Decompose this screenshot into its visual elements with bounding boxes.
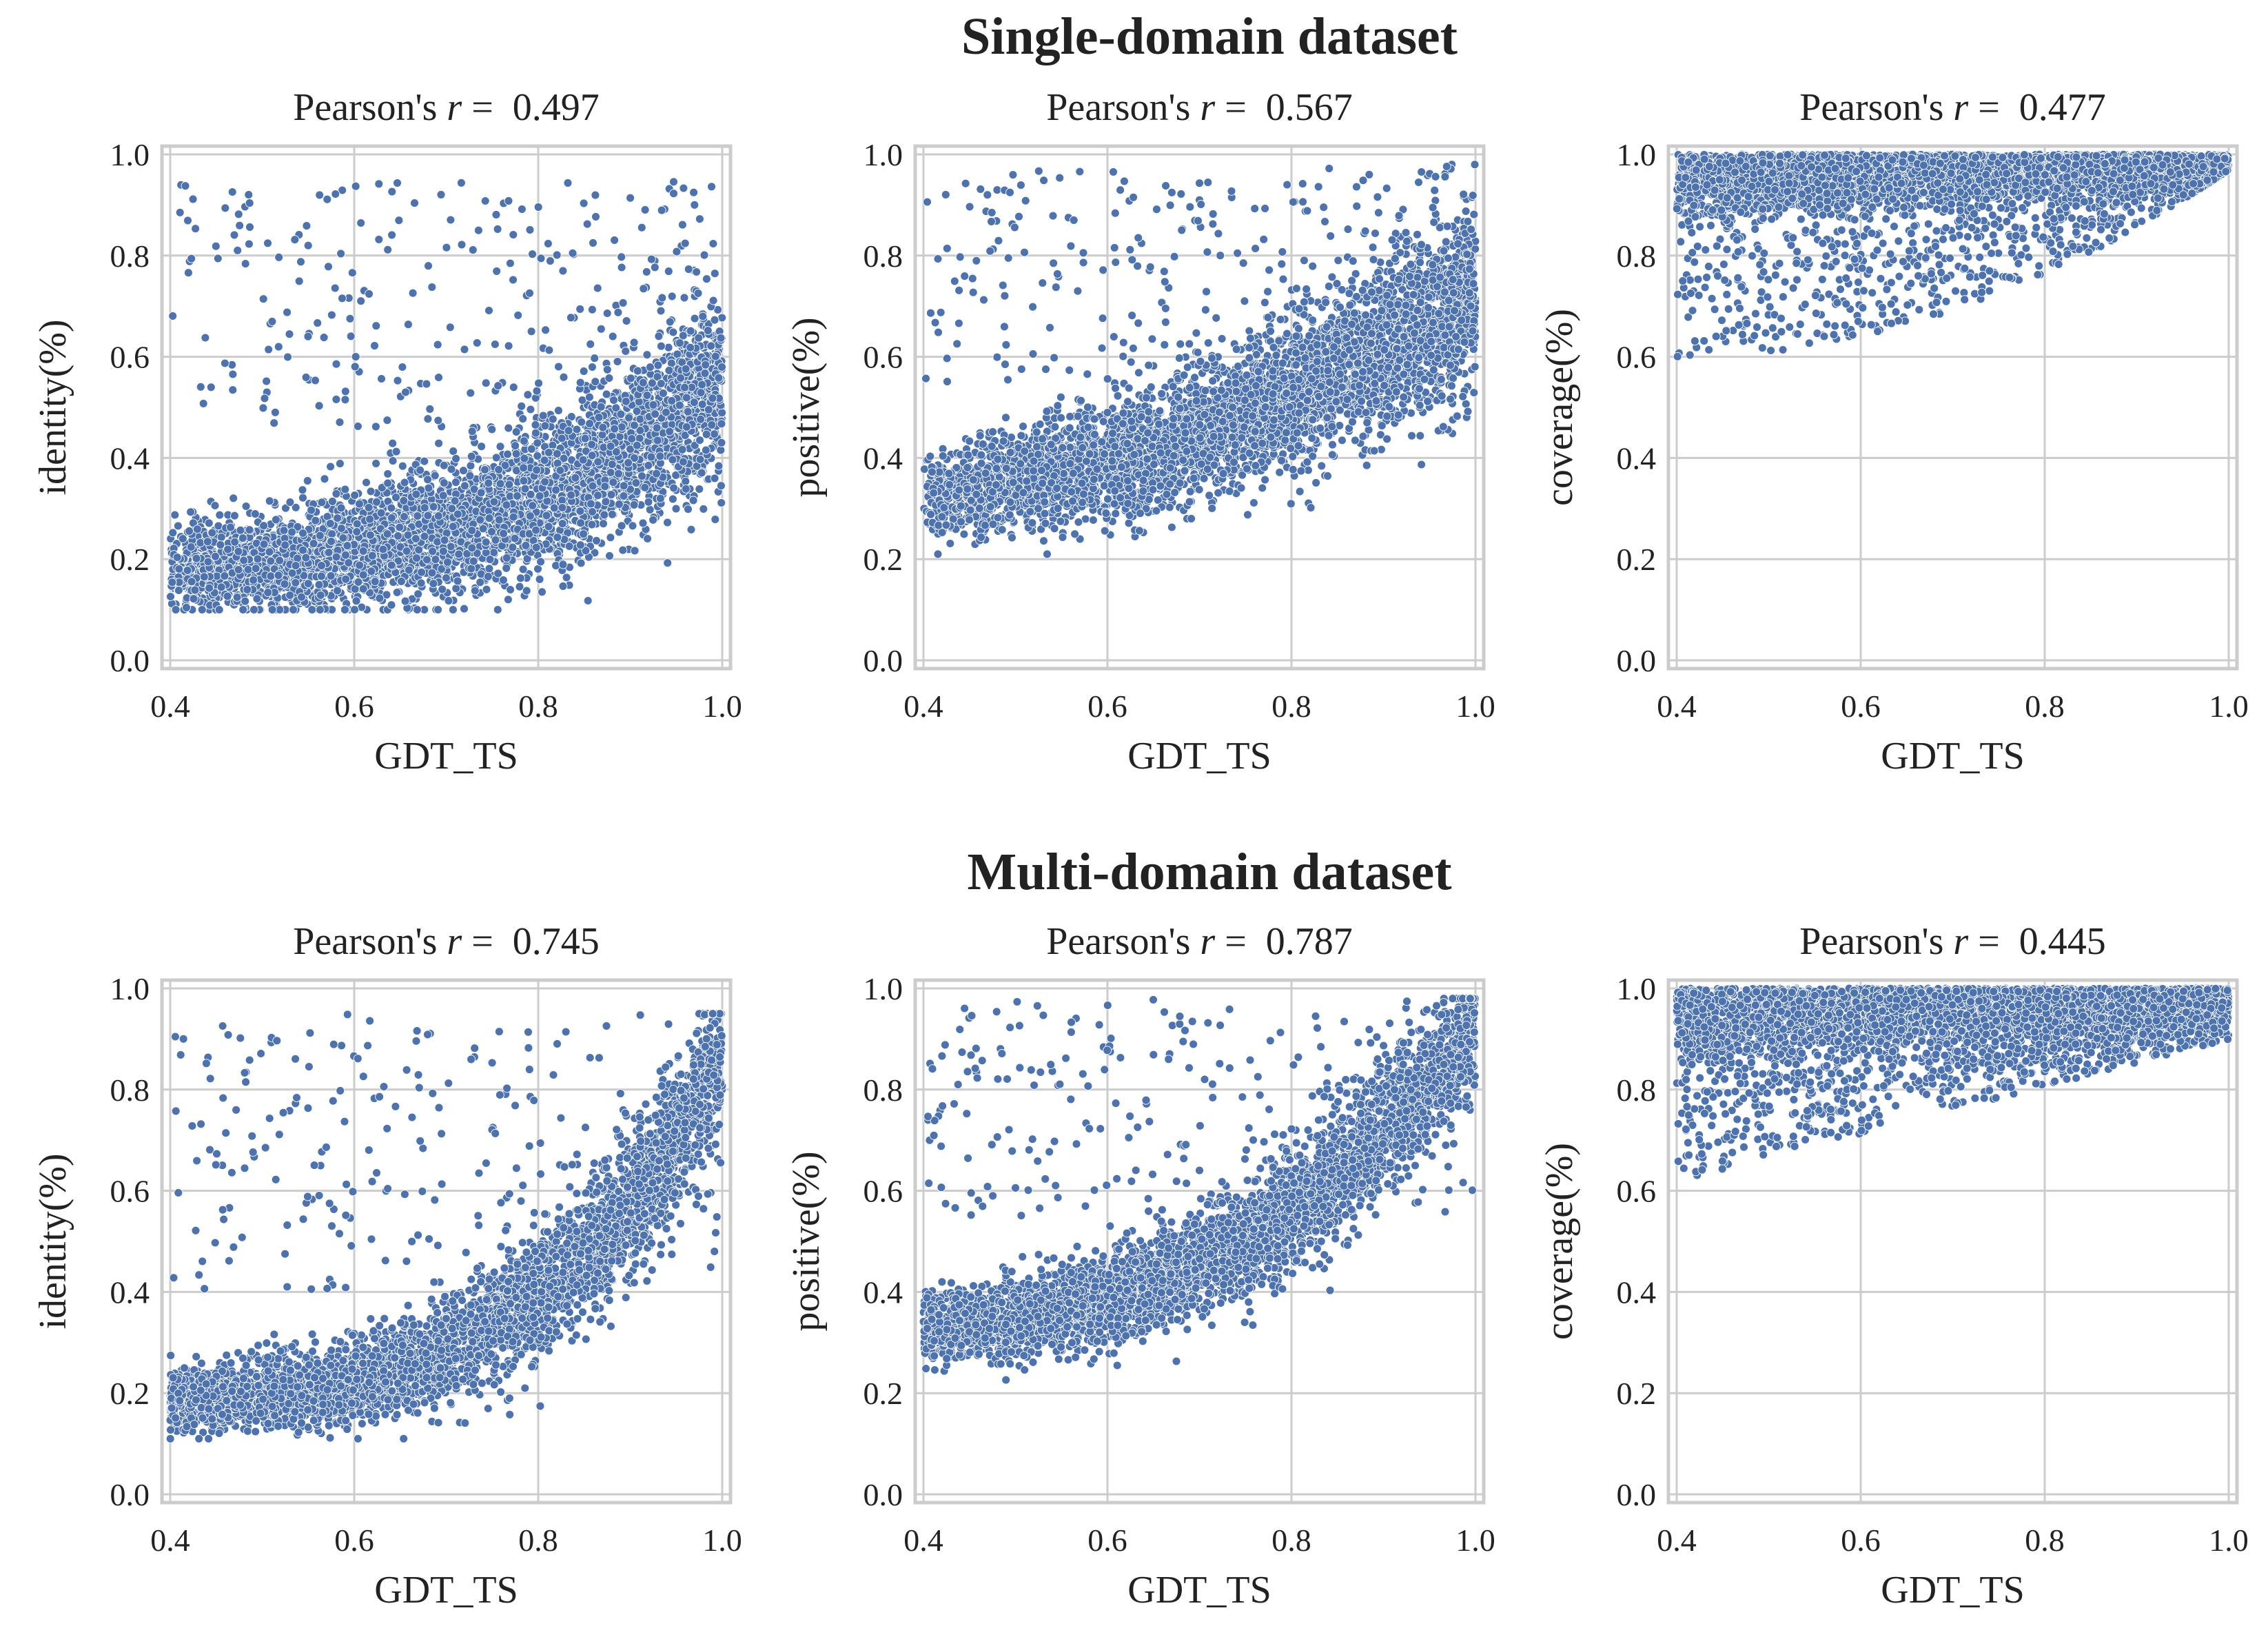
scatter-points [167,178,726,614]
scatter-point [169,312,177,320]
scatter-point [473,339,481,347]
scatter-point [286,498,294,507]
scatter-point [212,242,220,250]
scatter-point [691,201,699,209]
scatter-point [718,314,726,322]
scatter-point [372,322,380,330]
scatter-point [717,499,726,507]
scatter-point [184,269,192,277]
scatter-point [372,459,380,467]
scatter-point [526,225,534,234]
scatter-point [664,343,673,352]
scatter-point [592,212,600,221]
scatter-point [524,391,532,399]
scatter-point [270,419,278,427]
scatter-point [717,446,725,454]
scatter-point [384,470,392,478]
scatter-point [375,180,383,188]
scatter-point [670,190,678,198]
scatter-point [485,307,493,315]
scatter-point [284,353,292,361]
scatter-point [591,191,600,199]
scatter-point [580,367,588,376]
scatter-point [700,251,708,259]
figure: Single-domain dataset Multi-domain datas… [0,0,2268,1637]
scatter-point [378,375,386,383]
scatter-point [435,374,443,382]
scatter-point [597,325,605,333]
row-title-multi: Multi-domain dataset [968,843,1452,901]
scatter-point [336,460,344,468]
scatter-point [234,210,243,218]
scatter-point [564,179,572,187]
scatter-point [580,199,588,207]
scatter-point [303,222,311,230]
scatter-point [398,462,407,470]
scatter-point [435,439,443,447]
scatter-point [617,253,626,261]
scatter-point [241,260,249,268]
scatter-point [304,241,312,250]
scatter-point [687,525,695,533]
scatter-point [323,195,331,203]
scatter-point [409,289,417,297]
scatter-point [299,494,307,502]
scatter-point [216,511,224,519]
scatter-point [554,407,562,415]
scatter-point [529,250,537,258]
scatter-point [619,546,627,554]
scatter-point [504,424,513,432]
scatter-point [371,423,380,431]
scatter-point [617,263,626,272]
scatter-point [467,462,475,470]
scatter-point [509,231,518,239]
scatter-point [389,457,397,465]
scatter-point [504,342,513,350]
row-title-single: Single-domain dataset [961,8,1458,65]
scatter-point [546,257,554,265]
scatter-point [514,311,522,319]
scatter-point [264,239,272,247]
scatter-point [245,191,253,199]
scatter-point [494,382,502,390]
scatter-panel: 0.4 0.6 0.8 1.00.00.20.40.60.81.0GDT_TSiden… [32,86,742,777]
scatter-point [657,342,665,350]
scatter-point [341,387,349,396]
scatter-point [613,358,622,366]
